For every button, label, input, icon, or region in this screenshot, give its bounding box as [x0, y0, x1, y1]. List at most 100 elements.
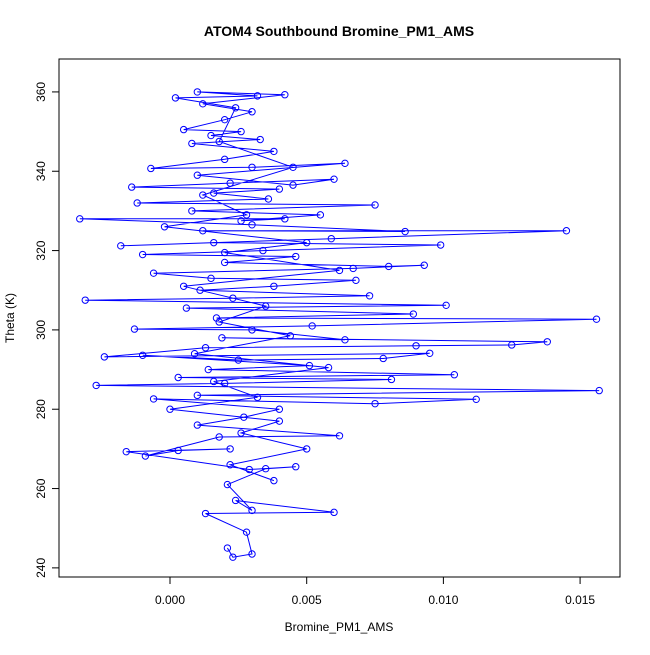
data-point — [292, 463, 300, 471]
data-point — [188, 139, 196, 148]
data-point — [174, 446, 182, 455]
data-point — [201, 344, 210, 352]
data-point — [210, 189, 218, 197]
data-point — [341, 159, 349, 168]
data-point — [207, 131, 215, 140]
data-point — [508, 341, 516, 349]
data-point — [193, 88, 202, 96]
y-tick-label: 240 — [34, 558, 48, 578]
data-point — [179, 282, 188, 290]
data-point — [275, 185, 284, 193]
data-point — [335, 432, 344, 440]
data-point — [237, 429, 245, 437]
data-point — [204, 365, 212, 374]
data-point — [237, 127, 245, 136]
data-point — [160, 223, 169, 231]
data-point — [292, 252, 300, 261]
data-series — [76, 88, 603, 561]
data-point — [226, 445, 234, 453]
data-point — [128, 183, 136, 191]
data-point — [218, 334, 226, 342]
data-point — [133, 199, 141, 207]
data-point — [226, 179, 234, 187]
data-point — [256, 135, 264, 144]
data-point — [179, 125, 188, 134]
data-point — [199, 100, 207, 108]
data-point — [371, 201, 379, 209]
data-point — [147, 164, 155, 173]
data-point — [182, 304, 191, 312]
data-point — [352, 276, 360, 285]
data-point — [248, 108, 256, 116]
data-point — [81, 296, 89, 304]
data-point — [248, 163, 256, 171]
y-tick-label: 300 — [34, 320, 48, 340]
y-tick-label: 340 — [34, 161, 48, 181]
data-point — [149, 395, 158, 403]
data-point — [349, 264, 357, 273]
data-point — [409, 310, 418, 318]
data-point — [324, 363, 333, 372]
y-tick-label: 280 — [34, 399, 48, 419]
x-tick-label: 0.005 — [292, 593, 322, 607]
data-point — [199, 227, 207, 235]
data-point — [308, 322, 316, 330]
data-point — [248, 506, 256, 515]
data-point — [275, 405, 284, 413]
data-point — [264, 195, 273, 203]
data-point — [210, 377, 218, 386]
data-point — [223, 544, 232, 552]
y-tick-label: 320 — [34, 240, 48, 260]
x-tick-label: 0.010 — [428, 593, 458, 607]
data-point — [592, 315, 601, 323]
data-point — [245, 465, 253, 474]
data-point — [188, 207, 196, 215]
data-point — [237, 217, 245, 225]
data-point — [385, 262, 393, 271]
data-point — [261, 302, 270, 310]
data-point — [248, 326, 256, 334]
data-point — [193, 171, 202, 179]
data-point — [193, 421, 202, 429]
data-point — [190, 349, 199, 358]
data-point — [196, 286, 204, 294]
data-point — [166, 405, 174, 413]
data-point — [220, 155, 229, 164]
data-point — [226, 461, 234, 469]
data-point — [316, 211, 325, 219]
data-point — [138, 250, 147, 259]
chart-title: ATOM4 Southbound Bromine_PM1_AMS — [204, 23, 474, 39]
x-axis: 0.000 0.005 0.010 0.015 — [155, 577, 595, 607]
data-point — [234, 356, 243, 364]
data-point — [595, 386, 603, 395]
data-point — [220, 379, 229, 388]
data-point — [472, 395, 480, 404]
y-axis: 240 260 280 300 320 340 360 — [34, 82, 59, 578]
data-point — [130, 325, 139, 333]
data-point — [220, 248, 229, 257]
data-point — [412, 342, 420, 350]
data-point — [270, 282, 278, 290]
data-point — [229, 553, 237, 561]
data-point — [335, 266, 344, 275]
data-point — [302, 445, 311, 453]
data-point — [171, 94, 180, 102]
data-point — [199, 191, 207, 199]
data-point — [281, 90, 289, 99]
data-point — [141, 452, 150, 460]
data-point — [259, 246, 267, 255]
data-point — [240, 413, 248, 421]
data-point — [220, 258, 229, 267]
data-point — [201, 509, 210, 518]
data-point — [92, 381, 100, 390]
data-point — [210, 238, 218, 247]
data-point — [330, 508, 338, 517]
data-point — [426, 349, 434, 358]
data-point — [289, 181, 297, 189]
data-point — [229, 294, 237, 302]
plot-frame — [58, 58, 621, 578]
data-point — [305, 361, 314, 370]
data-point — [220, 115, 229, 124]
data-point — [215, 318, 223, 326]
